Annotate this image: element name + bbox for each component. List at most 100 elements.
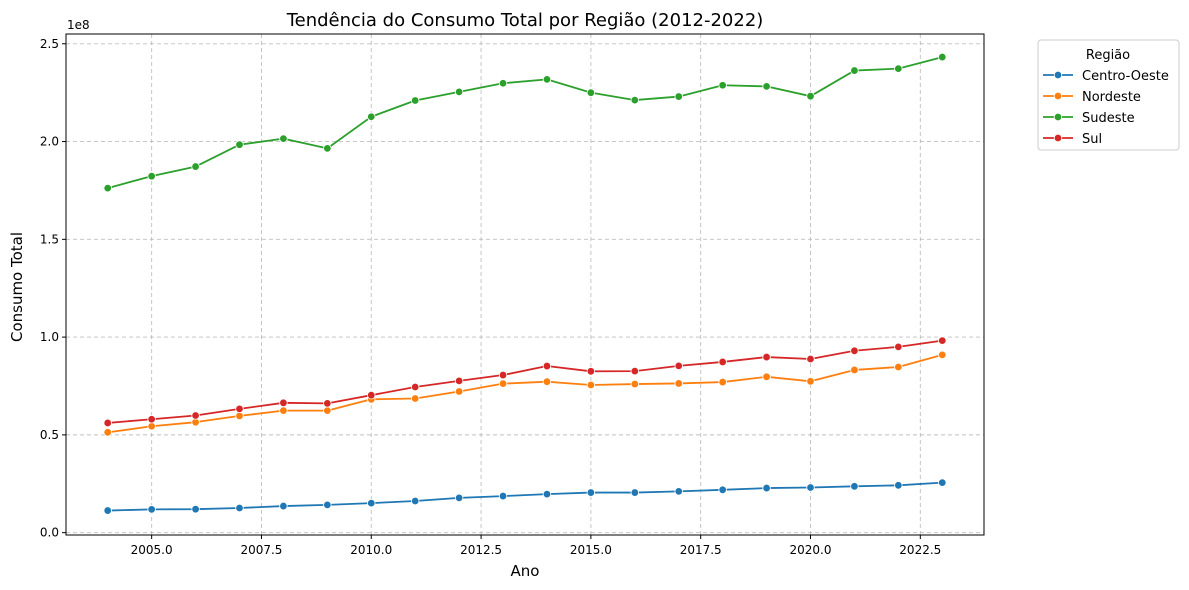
data-point-sul	[586, 367, 596, 376]
data-point-sudeste	[894, 64, 903, 73]
data-point-centro-oeste	[894, 481, 903, 490]
data-point-sul	[367, 390, 376, 400]
data-point-sudeste	[850, 66, 859, 75]
data-point-sudeste	[718, 81, 727, 90]
x-axis-title: Ano	[511, 562, 540, 580]
legend-label: Sudeste	[1082, 111, 1135, 126]
x-tick-label: 2020.0	[790, 543, 832, 557]
data-point-sul	[850, 346, 859, 355]
legend-title: Região	[1086, 48, 1130, 63]
data-point-centro-oeste	[850, 482, 859, 491]
legend-item-sul: Sul	[1043, 132, 1102, 147]
data-point-centro-oeste	[103, 506, 112, 515]
data-point-nordeste	[894, 362, 903, 372]
data-point-centro-oeste	[191, 504, 200, 514]
data-point-centro-oeste	[762, 483, 771, 493]
data-point-sudeste	[586, 88, 596, 97]
data-point-sul	[103, 418, 112, 428]
data-point-sudeste	[147, 171, 156, 181]
data-point-centro-oeste	[718, 485, 727, 495]
data-point-nordeste	[147, 422, 156, 431]
data-point-sudeste	[630, 95, 640, 105]
legend: Região Centro-Oeste Nordeste Sudeste Sul	[1037, 39, 1180, 151]
data-point-nordeste	[454, 387, 464, 396]
data-point-centro-oeste	[279, 501, 288, 511]
legend-swatch-marker	[1053, 70, 1063, 80]
data-point-sudeste	[674, 92, 683, 101]
legend-item-nordeste: Nordeste	[1043, 90, 1141, 105]
data-point-sudeste	[410, 96, 420, 105]
x-tick-label: 2010.0	[350, 543, 392, 557]
data-point-nordeste	[850, 365, 859, 375]
y-scale-label: 1e8	[67, 18, 90, 32]
data-point-sudeste	[542, 75, 552, 84]
series-line-sudeste	[107, 56, 943, 189]
legend-swatch-marker	[1053, 91, 1063, 101]
data-point-centro-oeste	[454, 493, 464, 503]
series-line-centro-oeste	[107, 481, 943, 512]
data-point-sudeste	[762, 82, 771, 91]
data-point-nordeste	[762, 372, 771, 381]
data-point-nordeste	[498, 379, 508, 388]
y-axis: 0.0 0.5 1.0 1.5 2.0 2.5	[40, 37, 66, 540]
data-point-sul	[806, 354, 815, 364]
data-point-centro-oeste	[630, 488, 640, 497]
data-point-sudeste	[498, 79, 508, 88]
data-point-nordeste	[103, 428, 112, 437]
series-line-sul	[107, 339, 943, 424]
legend-label: Sul	[1082, 132, 1102, 147]
x-tick-label: 2017.5	[680, 543, 722, 557]
legend-box	[1037, 39, 1180, 151]
data-point-centro-oeste	[498, 491, 508, 501]
grid	[66, 34, 984, 535]
data-point-sul	[191, 411, 200, 420]
data-point-nordeste	[235, 411, 244, 421]
data-point-nordeste	[718, 377, 727, 387]
data-point-sul	[454, 376, 464, 386]
data-point-sul	[938, 336, 947, 345]
data-point-sul	[323, 399, 332, 408]
data-point-sudeste	[191, 162, 200, 171]
data-point-centro-oeste	[235, 503, 244, 513]
y-tick-label: 0.0	[40, 526, 59, 540]
data-point-nordeste	[674, 379, 683, 388]
x-tick-label: 2015.0	[570, 543, 612, 557]
legend-swatch-marker	[1053, 133, 1063, 143]
y-tick-label: 1.0	[40, 330, 59, 344]
legend-items: Centro-Oeste Nordeste Sudeste Sul	[1043, 69, 1169, 147]
y-tick-label: 2.0	[40, 135, 59, 149]
data-point-sul	[718, 357, 727, 367]
legend-swatch-marker	[1053, 112, 1063, 122]
series-sudeste	[103, 52, 947, 193]
data-point-sul	[410, 382, 420, 392]
data-point-nordeste	[630, 379, 640, 389]
data-point-sudeste	[323, 144, 332, 153]
data-point-sul	[762, 352, 771, 362]
chart-title: Tendência do Consumo Total por Região (2…	[286, 10, 764, 31]
data-point-sul	[498, 370, 508, 380]
x-tick-label: 2012.5	[460, 543, 502, 557]
series-sul	[103, 336, 947, 428]
data-point-centro-oeste	[806, 483, 815, 492]
y-tick-label: 0.5	[40, 428, 59, 442]
legend-label: Centro-Oeste	[1082, 69, 1169, 84]
data-point-nordeste	[323, 406, 332, 415]
data-point-nordeste	[806, 377, 815, 386]
y-axis-title: Consumo Total	[8, 232, 26, 342]
data-point-sul	[674, 361, 683, 371]
data-point-sudeste	[279, 134, 288, 143]
y-tick-label: 1.5	[40, 232, 59, 246]
data-point-sudeste	[806, 91, 815, 101]
series-line-nordeste	[107, 354, 943, 434]
x-tick-label: 2005.0	[131, 543, 173, 557]
series-nordeste	[103, 350, 947, 437]
data-point-nordeste	[542, 377, 552, 386]
x-tick-label: 2022.5	[899, 543, 941, 557]
data-point-nordeste	[938, 350, 947, 360]
data-point-sul	[235, 404, 244, 414]
data-point-sudeste	[938, 52, 947, 62]
data-point-sudeste	[367, 112, 376, 121]
data-point-sudeste	[103, 183, 112, 193]
y-tick-label: 2.5	[40, 37, 59, 51]
